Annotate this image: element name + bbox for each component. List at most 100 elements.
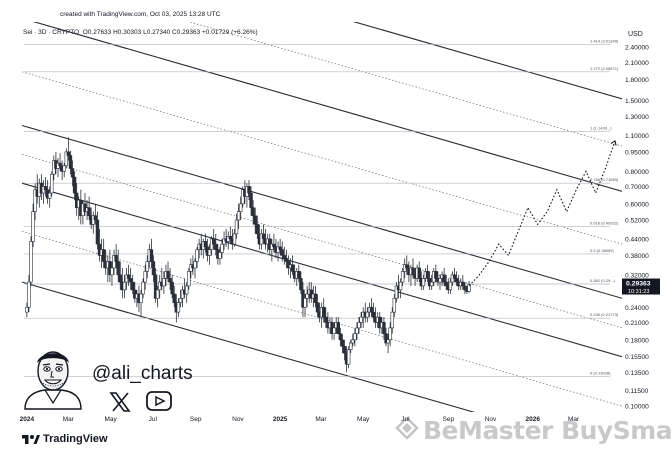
candle-body-68 xyxy=(166,271,170,279)
author-handle[interactable]: @ali_charts xyxy=(92,363,193,384)
price-axis: USD 2.40000 2.10000 1.80000 1.50000 1.30000 1.… xyxy=(622,31,660,411)
time-tick-5: Nov xyxy=(232,416,244,423)
candle-body-153 xyxy=(342,345,347,354)
tradingview-brand[interactable]: TradingView xyxy=(43,433,108,445)
candle-body-160 xyxy=(357,322,361,329)
candle-body-44 xyxy=(116,261,120,276)
symbol-ohlc-line: Sei · 3D · CRYPTO O0.27633 H0.30303 L0.2… xyxy=(23,29,258,36)
candle-body-197 xyxy=(434,271,438,279)
price-tick-18: 0.15500 xyxy=(625,354,649,361)
candle-body-69 xyxy=(168,278,172,283)
candle-body-56 xyxy=(141,281,145,295)
time-tick-9: Jul xyxy=(401,416,410,423)
candle-body-91 xyxy=(214,243,218,250)
candle-body-73 xyxy=(176,302,181,313)
price-tick-8: 0.70000 xyxy=(625,184,649,191)
time-tick-13: Mar xyxy=(568,416,580,423)
candle-body-181 xyxy=(400,271,405,283)
candle-body-172 xyxy=(382,322,386,335)
price-tick-10: 0.52000 xyxy=(625,217,649,224)
fib-label-3: 0.786 (0.71659) xyxy=(590,177,619,182)
candle-body-109 xyxy=(251,207,255,217)
x-logo-icon[interactable] xyxy=(109,392,131,412)
channel-line-3 xyxy=(32,22,622,192)
candle-body-144 xyxy=(324,316,328,323)
time-tick-6: 2025 xyxy=(273,416,288,423)
candle-body-206 xyxy=(452,274,457,279)
time-tick-7: Mar xyxy=(315,416,327,423)
candle-body-211 xyxy=(463,285,467,291)
candle-body-4 xyxy=(33,189,37,212)
candle-body-110 xyxy=(253,215,257,225)
fib-label-7: 0.236 (0.21773) xyxy=(590,312,619,317)
candle-body-176 xyxy=(390,311,394,329)
channel-line-4 xyxy=(352,22,622,100)
channel-line-8 xyxy=(188,22,622,147)
candle-body-30 xyxy=(87,207,91,217)
time-tick-2: May xyxy=(104,416,117,423)
candle-body-1 xyxy=(27,281,31,308)
time-tick-8: May xyxy=(357,416,370,423)
candle-body-213 xyxy=(467,284,471,292)
candle-body-186 xyxy=(411,267,415,276)
channel-lines xyxy=(21,22,622,412)
avatar-illustration xyxy=(24,351,82,410)
candle-body-135 xyxy=(305,293,309,299)
candle-body-189 xyxy=(417,267,421,279)
candle-body-122 xyxy=(278,246,282,250)
candle-body-41 xyxy=(110,267,114,276)
candle-body-155 xyxy=(346,349,351,365)
fib-label-0: 1.414 (3.01349) xyxy=(590,38,619,43)
channel-line-1 xyxy=(21,281,476,412)
price-tick-12: 0.38000 xyxy=(625,253,649,260)
countdown-label: 10:31:23 xyxy=(628,289,649,295)
candle-body-158 xyxy=(353,333,357,341)
candle-body-94 xyxy=(220,243,224,253)
price-tick-1: 2.10000 xyxy=(625,60,649,67)
candle-body-128 xyxy=(290,264,295,272)
candle-body-132 xyxy=(299,278,303,291)
candle-body-143 xyxy=(322,307,326,318)
time-tick-3: Jul xyxy=(149,416,158,423)
candle-body-156 xyxy=(349,342,353,350)
candle-body-134 xyxy=(303,297,307,308)
candle-body-131 xyxy=(297,271,301,279)
symbol-label[interactable]: Sei · 3D · CRYPTO xyxy=(23,29,80,36)
candle-body-150 xyxy=(336,322,340,335)
candle-body-207 xyxy=(454,278,459,283)
candle-body-124 xyxy=(282,255,286,259)
price-tick-7: 0.80000 xyxy=(625,169,649,176)
candle-body-2 xyxy=(29,241,33,283)
candle-body-37 xyxy=(101,249,106,262)
candle-body-166 xyxy=(369,307,374,313)
candle-body-78 xyxy=(187,271,191,287)
candle-body-125 xyxy=(284,258,289,262)
candle-body-164 xyxy=(365,311,370,318)
candle-body-88 xyxy=(207,249,212,256)
candle-body-119 xyxy=(272,243,276,248)
time-tick-4: Sep xyxy=(190,416,202,423)
candle-body-123 xyxy=(280,249,284,256)
price-tick-13: 0.32000 xyxy=(625,272,649,279)
price-tick-0: 2.40000 xyxy=(625,45,649,52)
channel-line-7 xyxy=(21,71,622,245)
candle-body-195 xyxy=(429,281,434,287)
youtube-icon[interactable] xyxy=(146,391,172,411)
candle-body-43 xyxy=(114,255,118,262)
candle-body-61 xyxy=(151,261,156,276)
channel-line-6 xyxy=(21,154,622,329)
candle-body-49 xyxy=(126,274,131,279)
candle-body-111 xyxy=(255,224,259,235)
candle-body-90 xyxy=(211,238,216,245)
candle-body-210 xyxy=(461,281,465,287)
candles xyxy=(25,137,471,373)
price-tick-5: 1.10000 xyxy=(625,133,649,140)
price-tick-6: 0.95000 xyxy=(625,149,649,156)
candle-body-180 xyxy=(398,281,403,291)
candle-body-45 xyxy=(118,274,122,283)
last-price-tag xyxy=(622,278,660,295)
candle-body-51 xyxy=(131,281,135,291)
candle-body-161 xyxy=(359,316,363,323)
candle-body-177 xyxy=(392,297,397,313)
